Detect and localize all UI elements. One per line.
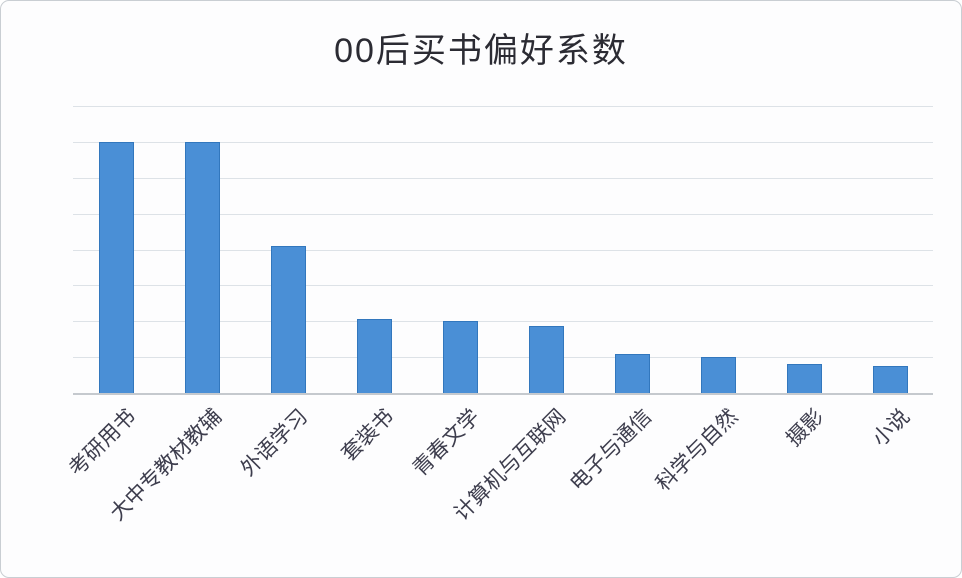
- x-axis-label: 考研用书: [64, 405, 141, 481]
- bar: [184, 141, 220, 393]
- x-axis-labels: 考研用书 大中专教材教辅 外语学习 套装书 青春文学 计算机与互联网 电子与通信 科学与自然摄…: [65, 393, 933, 568]
- x-axis-label: 电子与通信: [565, 405, 657, 496]
- gridline: [73, 106, 933, 107]
- x-axis-label: 外语学习: [236, 405, 313, 481]
- gridline: [73, 213, 933, 215]
- x-axis-label: 青春文学: [408, 405, 485, 481]
- bar: [872, 366, 908, 393]
- x-axis-label: 科学与自然: [651, 405, 743, 496]
- x-axis-label: 小说: [868, 405, 915, 451]
- bar: [786, 364, 822, 393]
- gridline: [73, 321, 933, 323]
- bar: [98, 141, 134, 393]
- gridline: [73, 357, 933, 359]
- bar: [442, 321, 478, 393]
- bar: [614, 353, 650, 393]
- bar: [270, 245, 306, 393]
- gridline: [73, 177, 933, 179]
- bar: [528, 326, 564, 393]
- bar: [356, 319, 392, 393]
- gridline: [73, 285, 933, 287]
- chart-title: 00后买书偏好系数: [334, 32, 628, 70]
- gridline: [73, 141, 933, 143]
- gridline: [73, 249, 933, 251]
- bar: [700, 357, 736, 393]
- x-axis-label: 套装书: [337, 405, 399, 466]
- x-axis-label: 摄影: [782, 405, 829, 451]
- plot-area: 考研用书 大中专教材教辅 外语学习 套装书 青春文学 计算机与互联网 电子与通信 科学与自然摄…: [65, 106, 933, 525]
